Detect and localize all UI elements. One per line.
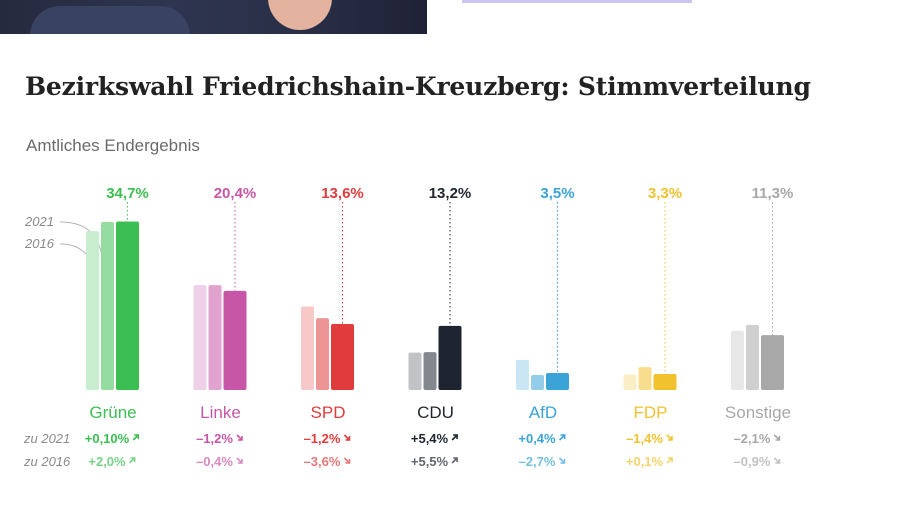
delta-2016-linke: –0,4% xyxy=(196,454,233,469)
arrow-2016-cdu xyxy=(451,457,458,464)
bar-2021-linke xyxy=(208,285,222,390)
vote-distribution-chart: 2021 2016 zu 2021 zu 2016 34,7% Grüne +0,10% +2… xyxy=(23,185,794,469)
delta-2021-gruene: +0,10% xyxy=(85,431,130,446)
legend-year-2021: 2021 xyxy=(24,214,54,229)
delta-2016-afd: –2,7% xyxy=(519,454,556,469)
arrow-2016-afd xyxy=(558,457,566,464)
delta-2021-fdp: –1,4% xyxy=(626,431,663,446)
bar-2016-gruene xyxy=(86,231,99,390)
delta-2021-spd: –1,2% xyxy=(304,431,341,446)
arrow-2021-cdu xyxy=(451,434,458,441)
header-image xyxy=(0,0,427,34)
bar-2023-sonstige xyxy=(761,335,784,390)
bar-2016-cdu xyxy=(408,352,422,390)
value-label-afd: 3,5% xyxy=(540,185,574,202)
party-label-fdp: FDP xyxy=(634,403,668,422)
delta-2021-afd: +0,4% xyxy=(518,431,556,446)
arrow-2021-afd xyxy=(559,434,566,441)
value-label-linke: 20,4% xyxy=(214,185,257,202)
delta-2016-cdu: +5,5% xyxy=(411,454,449,469)
bar-2016-linke xyxy=(193,285,207,390)
arrow-2021-gruene xyxy=(132,434,140,441)
chart-title: Bezirkswahl Friedrichshain-Kreuzberg: St… xyxy=(25,72,811,101)
arrow-2016-sonstige xyxy=(773,457,781,464)
party-label-cdu: CDU xyxy=(417,403,454,422)
bar-2023-cdu xyxy=(438,325,462,390)
bar-2021-cdu xyxy=(423,352,437,390)
header-image-face xyxy=(268,0,332,30)
bar-2021-gruene xyxy=(101,221,114,390)
arrow-2016-gruene xyxy=(129,457,136,464)
party-label-afd: AfD xyxy=(529,403,557,422)
bar-2023-gruene xyxy=(116,221,139,390)
arrow-2021-sonstige xyxy=(773,434,781,441)
delta-2016-sonstige: –0,9% xyxy=(734,454,771,469)
delta-2021-linke: –1,2% xyxy=(196,431,233,446)
bar-2023-afd xyxy=(546,373,569,390)
arrow-2021-fdp xyxy=(666,434,673,441)
bar-2016-sonstige xyxy=(731,330,744,390)
delta-2016-gruene: +2,0% xyxy=(88,454,126,469)
chart-subtitle: Amtliches Endergebnis xyxy=(26,136,200,155)
value-label-spd: 13,6% xyxy=(321,185,364,202)
bar-2016-fdp xyxy=(623,374,637,390)
bar-2023-linke xyxy=(223,290,247,390)
party-label-sonstige: Sonstige xyxy=(725,403,791,422)
bar-2021-fdp xyxy=(638,367,652,390)
delta-2021-cdu: +5,4% xyxy=(411,431,449,446)
arrow-2016-spd xyxy=(343,457,351,464)
row-label-zu-2016: zu 2016 xyxy=(23,454,71,469)
arrow-2021-linke xyxy=(236,434,243,441)
delta-2021-sonstige: –2,1% xyxy=(734,431,771,446)
top-button-edge[interactable] xyxy=(462,0,692,3)
bar-2021-spd xyxy=(316,318,329,390)
value-label-fdp: 3,3% xyxy=(648,185,682,202)
party-label-linke: Linke xyxy=(200,403,241,422)
party-label-spd: SPD xyxy=(311,403,346,422)
bar-2023-spd xyxy=(331,323,354,390)
arrow-2016-fdp xyxy=(666,457,673,464)
header-image-figure xyxy=(30,6,190,34)
bar-2023-fdp xyxy=(653,373,677,390)
delta-2016-spd: –3,6% xyxy=(304,454,341,469)
arrow-2016-linke xyxy=(236,457,243,464)
row-label-zu-2021: zu 2021 xyxy=(23,431,70,446)
bar-2016-afd xyxy=(516,359,529,390)
value-label-cdu: 13,2% xyxy=(429,185,472,202)
bar-2016-spd xyxy=(301,306,314,390)
arrow-2021-spd xyxy=(343,434,351,441)
legend-year-2016: 2016 xyxy=(24,236,55,251)
value-label-sonstige: 11,3% xyxy=(752,185,794,202)
value-label-gruene: 34,7% xyxy=(106,185,149,202)
party-label-gruene: Grüne xyxy=(89,403,136,422)
delta-2016-fdp: +0,1% xyxy=(626,454,664,469)
bar-2021-sonstige xyxy=(746,324,759,390)
bar-2021-afd xyxy=(531,374,544,390)
